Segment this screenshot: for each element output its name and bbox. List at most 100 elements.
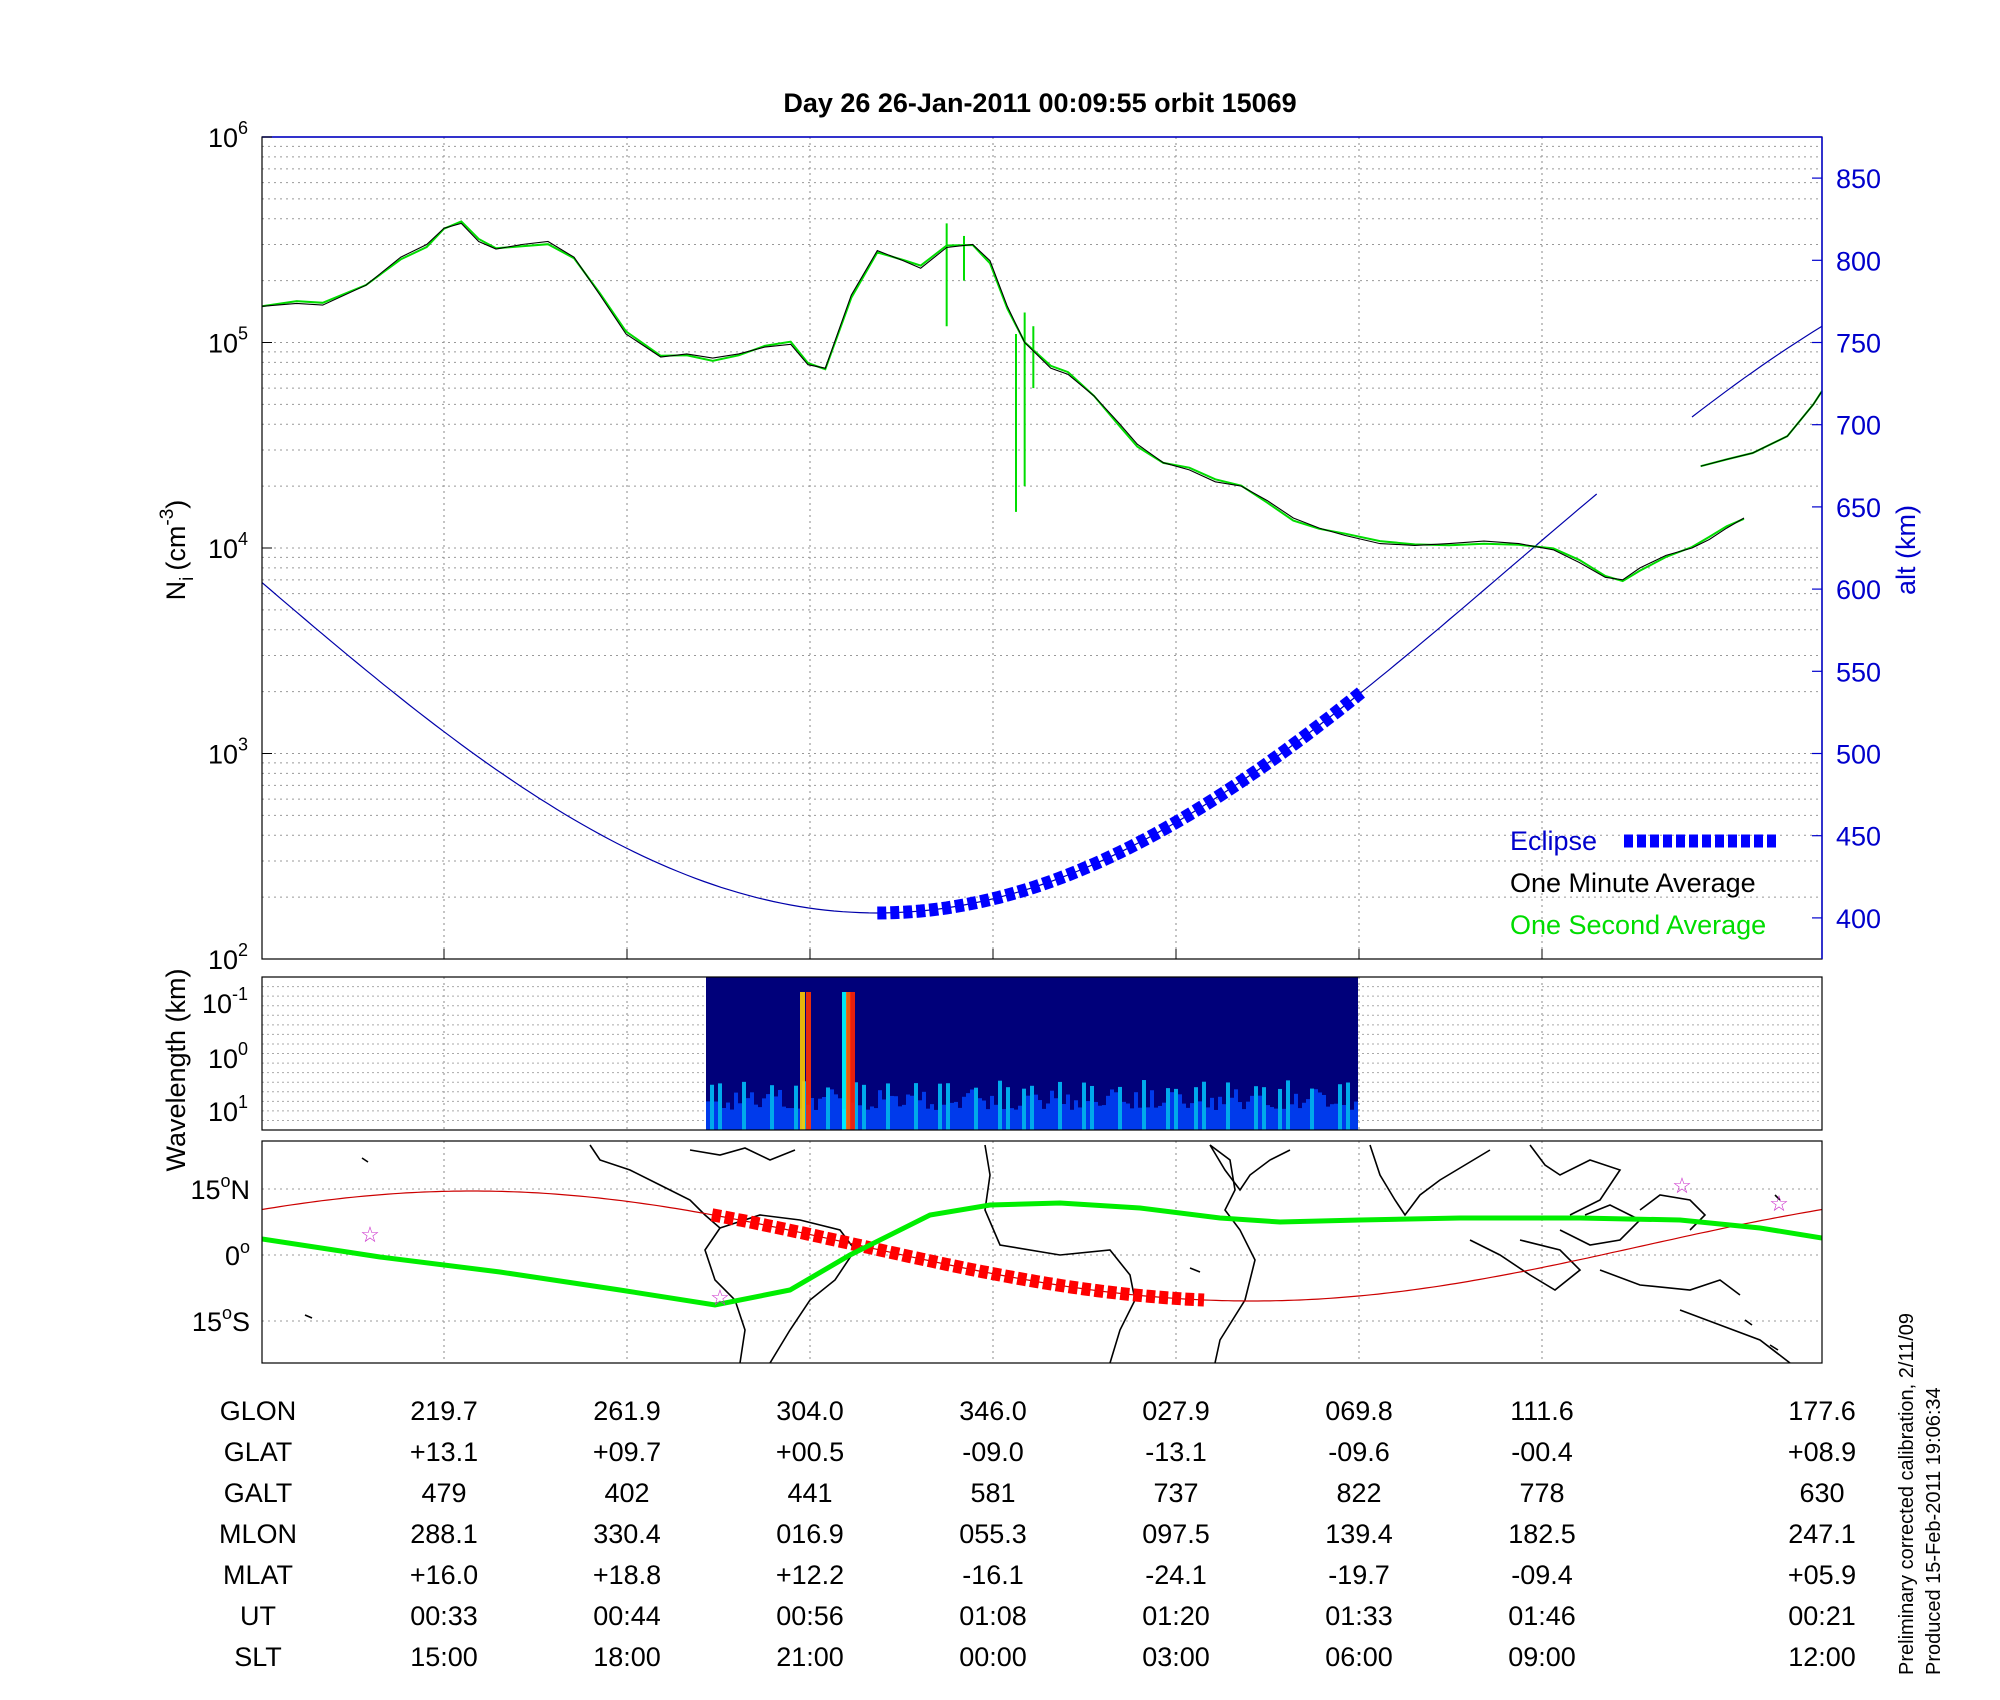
spectrogram-column	[742, 1081, 746, 1130]
coastline	[1679, 1309, 1791, 1363]
spectrogram-column	[1242, 1109, 1246, 1130]
table-cell: 330.4	[593, 1519, 661, 1549]
coastline	[1599, 1269, 1741, 1296]
spectrogram-column	[1182, 1103, 1186, 1130]
table-cell: +00.5	[776, 1437, 844, 1467]
spectrogram-column	[1270, 1107, 1274, 1130]
spectrogram-column	[1150, 1090, 1154, 1130]
table-cell: 737	[1153, 1478, 1198, 1508]
spectrogram-burst	[800, 992, 805, 1130]
eclipse-segment	[877, 686, 1367, 920]
coastline	[1774, 1194, 1781, 1201]
spectrogram-column	[910, 1095, 914, 1130]
table-cell: -09.0	[962, 1437, 1024, 1467]
spectrogram-column	[1038, 1100, 1042, 1130]
spectrogram-column	[1310, 1088, 1314, 1130]
table-cell: -16.1	[962, 1560, 1024, 1590]
coastline	[1469, 1239, 1582, 1291]
spectrogram-column	[918, 1100, 922, 1130]
spectrogram-column	[886, 1083, 890, 1130]
spectrogram-column	[966, 1093, 970, 1130]
spectrogram-column	[1110, 1089, 1114, 1130]
spectrogram-column	[746, 1098, 750, 1130]
spectrogram-column	[1078, 1107, 1082, 1130]
table-cell: 12:00	[1788, 1642, 1856, 1672]
table-cell: -24.1	[1145, 1560, 1207, 1590]
spectrogram-column	[1314, 1089, 1318, 1130]
spectrogram-column	[830, 1089, 834, 1130]
spectrogram-column	[870, 1106, 874, 1130]
spectrogram-column	[1190, 1103, 1194, 1130]
density-one-minute-line	[261, 222, 1745, 581]
table-cell: 21:00	[776, 1642, 844, 1672]
legend-one-second-label: One Second Average	[1510, 910, 1766, 940]
map-y-tick-hemisphere: N	[231, 1175, 251, 1205]
spectrogram-column	[826, 1087, 830, 1130]
table-cell: +08.9	[1788, 1437, 1856, 1467]
spectrogram-column	[814, 1109, 818, 1130]
spectrogram-y-tick-label: 10-1	[202, 984, 248, 1019]
spectrogram-column	[1354, 1101, 1358, 1130]
y-tick-base: 10	[208, 740, 238, 770]
spectrogram-column	[1350, 1109, 1354, 1130]
spectrogram-column	[1134, 1092, 1138, 1130]
table-cell: 247.1	[1788, 1519, 1856, 1549]
spectrogram-column	[1166, 1088, 1170, 1130]
spectrogram-column	[1102, 1105, 1106, 1130]
table-cell: 01:46	[1508, 1601, 1576, 1631]
table-cell: 01:33	[1325, 1601, 1393, 1631]
y2-tick-label: 500	[1836, 740, 1881, 770]
spectrogram-column	[1054, 1098, 1058, 1130]
spectrogram-column	[1282, 1108, 1286, 1130]
spectrogram-column	[714, 1101, 718, 1130]
spectrogram-column	[1026, 1095, 1030, 1130]
spectrogram-column	[1126, 1103, 1130, 1130]
spectrogram-column	[822, 1097, 826, 1130]
spectrogram-column	[834, 1094, 838, 1130]
y2-tick-label: 400	[1836, 904, 1881, 934]
spectrogram-column	[882, 1099, 886, 1130]
spectrogram-column	[1322, 1094, 1326, 1130]
table-row-label: GLON	[220, 1396, 297, 1426]
table-cell: 00:56	[776, 1601, 844, 1631]
y-axis-label: Ni (cm-3)	[157, 500, 198, 601]
spectrogram-column	[1066, 1094, 1070, 1130]
spectrogram-column	[1158, 1105, 1162, 1130]
spectrogram-column	[1082, 1082, 1086, 1130]
spectrogram-column	[1094, 1101, 1098, 1130]
table-cell: 182.5	[1508, 1519, 1576, 1549]
spectrogram-column	[930, 1104, 934, 1130]
spectrogram-column	[878, 1090, 882, 1130]
spectrogram-column	[722, 1108, 726, 1130]
table-cell: +13.1	[410, 1437, 478, 1467]
y-tick-exp: 3	[238, 735, 248, 755]
table-cell: 581	[970, 1478, 1015, 1508]
spectrogram-column	[1022, 1088, 1026, 1130]
table-row-label: GLAT	[224, 1437, 293, 1467]
footnote-line2: Produced 15-Feb-2011 19:06:34	[1923, 1387, 1945, 1675]
table-cell: +18.8	[593, 1560, 661, 1590]
coastline	[689, 1147, 796, 1161]
table-cell: 822	[1336, 1478, 1381, 1508]
spectrogram-column	[866, 1109, 870, 1130]
spectrogram-column	[1142, 1080, 1146, 1130]
spectrogram-column	[902, 1104, 906, 1130]
table-cell: 261.9	[593, 1396, 661, 1426]
spectrogram-column	[1254, 1086, 1258, 1130]
y2-tick-label: 650	[1836, 493, 1881, 523]
spectrogram-y-tick-exp: 0	[238, 1039, 248, 1059]
map-y-tick-degree: o	[220, 1171, 230, 1191]
spectrogram-column	[1222, 1104, 1226, 1130]
coastline	[1189, 1267, 1201, 1273]
map-y-tick-label: 15oN	[190, 1171, 250, 1205]
spectrogram-column	[854, 1082, 858, 1130]
coastline	[1639, 1194, 1707, 1231]
spectrogram-column	[1070, 1109, 1074, 1130]
spectrogram-column	[906, 1094, 910, 1130]
spectrogram-column	[950, 1102, 954, 1130]
y2-tick-label: 850	[1836, 164, 1881, 194]
spectrogram-burst	[806, 992, 811, 1130]
spectrogram-column	[894, 1096, 898, 1130]
map-y-tick-hemisphere: S	[232, 1307, 250, 1337]
